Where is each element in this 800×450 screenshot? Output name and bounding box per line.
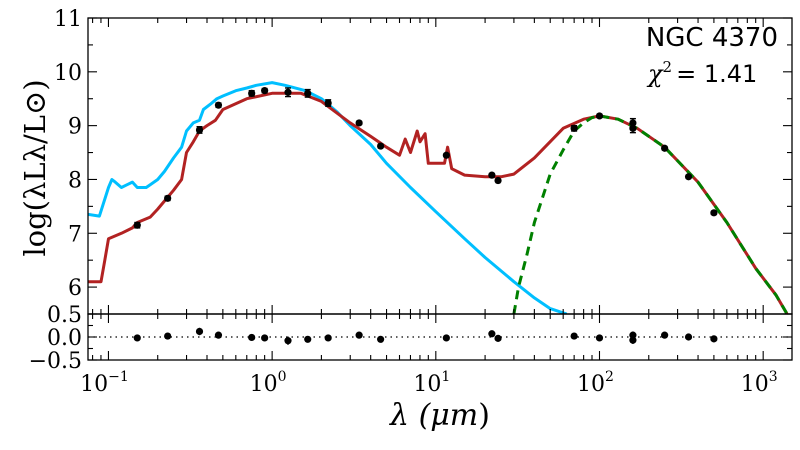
residual-point: [248, 333, 256, 342]
y-tick-label: 8: [68, 168, 82, 193]
x-tick-label: 103: [741, 369, 778, 397]
residual-point: [284, 337, 292, 345]
data-point: [284, 88, 292, 96]
residual-point: [261, 334, 269, 342]
residual-point: [355, 331, 363, 339]
residual-point: [324, 334, 332, 342]
x-tick-label: 102: [577, 369, 614, 397]
residual-y-tick-label: 0.5: [47, 303, 82, 328]
data-point: [684, 173, 693, 181]
residual-point: [684, 333, 693, 341]
residual-point: [133, 334, 141, 342]
residual-y-tick-label: −0.5: [29, 349, 82, 374]
tick-labels: 6 7 8 9 10 11 0.50.0−0.510−1 100 101 102 103: [29, 7, 778, 397]
data-point: [494, 176, 502, 185]
data-point: [629, 124, 637, 132]
object-name-label: NGC 4370: [646, 23, 778, 53]
chi-squared-label: χ2 = 1.41: [646, 58, 757, 88]
y-tick-label: 10: [54, 61, 82, 86]
residual-point: [595, 334, 604, 342]
axis-ticks: [88, 17, 792, 361]
x-tick-label: 101: [413, 369, 450, 397]
y-axis-label: log(λLλ/L⊙): [18, 79, 52, 256]
residual-point: [377, 335, 385, 343]
data-point: [195, 126, 204, 134]
data-point: [355, 119, 363, 127]
residual-point: [442, 334, 450, 342]
data-point: [661, 144, 669, 152]
residual-y-tick-label: 0.0: [47, 326, 82, 351]
data-point: [488, 171, 496, 179]
data-point: [710, 209, 718, 217]
data-point: [214, 101, 223, 109]
x-tick-label: 10−1: [80, 369, 129, 397]
data-point: [629, 119, 637, 127]
residual-point: [494, 334, 502, 342]
main-data-points: [133, 87, 718, 229]
data-point: [595, 112, 604, 120]
main-curves: [88, 81, 789, 314]
data-point: [324, 99, 332, 107]
data-point: [164, 194, 172, 202]
residual-layer: [88, 327, 792, 345]
residual-point: [629, 336, 637, 344]
model-curve-1: [88, 81, 568, 314]
y-tick-label: 6: [68, 276, 82, 301]
residual-point: [488, 330, 496, 338]
residual-point: [710, 335, 718, 343]
data-point: [304, 89, 312, 97]
residual-panel-frame: [87, 313, 793, 361]
y-tick-label: 9: [68, 115, 82, 140]
residual-point: [195, 327, 204, 336]
data-point: [133, 221, 141, 229]
residual-point: [214, 331, 223, 339]
residual-point: [570, 332, 578, 340]
data-point: [442, 151, 450, 159]
residual-point: [304, 335, 312, 343]
x-tick-label: 100: [250, 369, 287, 397]
x-axis-label: λ (μm): [389, 398, 490, 433]
residual-point: [629, 331, 637, 339]
data-point: [377, 142, 385, 150]
y-tick-label: 7: [68, 222, 82, 247]
data-point: [261, 87, 269, 95]
residual-point: [661, 331, 669, 339]
data-point: [248, 89, 256, 97]
y-tick-label: 11: [54, 7, 82, 32]
residual-point: [164, 332, 172, 340]
main-panel-background: [88, 18, 792, 314]
data-point: [570, 124, 578, 132]
